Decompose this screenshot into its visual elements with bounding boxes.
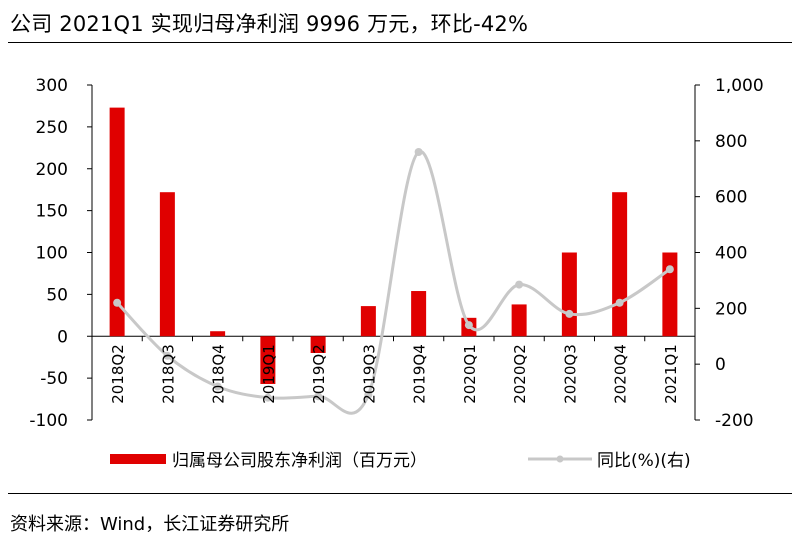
left-tick-label: 300 <box>36 76 68 96</box>
bar <box>210 331 226 337</box>
bar <box>360 306 376 337</box>
category-label: 2018Q3 <box>159 344 177 404</box>
legend-bar-label: 归属母公司股东净利润（百万元） <box>172 451 427 471</box>
left-tick-label: 150 <box>36 202 68 222</box>
left-tick-label: 50 <box>46 285 68 305</box>
yoy-point <box>414 148 423 156</box>
legend-bar-swatch <box>110 454 166 464</box>
category-label: 2020Q3 <box>561 344 579 404</box>
yoy-point <box>364 390 373 399</box>
category-label: 2018Q2 <box>109 344 127 404</box>
bar <box>511 304 527 337</box>
yoy-point <box>163 351 172 360</box>
category-label: 2019Q2 <box>310 344 328 404</box>
right-tick-label: 200 <box>715 299 747 319</box>
legend-line-label: 同比(%)(右) <box>597 451 691 471</box>
left-tick-label: -100 <box>29 411 68 431</box>
category-label: 2020Q4 <box>612 344 630 404</box>
right-tick-label: 1,000 <box>715 76 764 96</box>
yoy-point <box>515 280 524 289</box>
bar <box>260 336 276 384</box>
yoy-point <box>113 298 122 307</box>
right-tick-label: 0 <box>715 355 726 375</box>
yoy-point <box>213 382 222 391</box>
right-tick-label: 400 <box>715 244 747 264</box>
category-label: 2021Q1 <box>662 344 680 404</box>
right-tick-label: -200 <box>715 411 754 431</box>
yoy-point <box>615 298 624 307</box>
category-label: 2018Q4 <box>210 344 228 404</box>
category-label: 2019Q1 <box>260 344 278 404</box>
page-title: 公司 2021Q1 实现归母净利润 9996 万元，环比-42% <box>10 12 529 36</box>
category-label: 2019Q4 <box>411 344 429 404</box>
bar <box>662 252 678 337</box>
bar <box>612 192 628 337</box>
category-label: 2020Q1 <box>461 344 479 404</box>
left-tick-label: -50 <box>40 369 68 389</box>
left-tick-label: 200 <box>36 160 68 180</box>
yoy-point <box>565 309 574 318</box>
right-tick-label: 800 <box>715 132 747 152</box>
bar <box>159 192 175 337</box>
source-note: 资料来源：Wind，长江证券研究所 <box>10 514 290 535</box>
left-tick-label: 100 <box>36 244 68 264</box>
yoy-line <box>116 150 671 415</box>
yoy-point <box>665 265 674 274</box>
bar <box>310 336 326 353</box>
bar <box>411 291 427 337</box>
bottom-rule <box>8 493 792 494</box>
left-tick-label: 0 <box>57 327 68 347</box>
left-tick-label: 250 <box>36 118 68 138</box>
top-rule <box>8 42 792 43</box>
category-label: 2019Q3 <box>360 344 378 404</box>
category-label: 2020Q2 <box>511 344 529 404</box>
yoy-point <box>314 392 323 401</box>
bar <box>561 252 577 337</box>
yoy-point <box>464 321 473 330</box>
yoy-point <box>263 393 272 402</box>
bar <box>109 107 125 337</box>
legend-line-marker <box>556 455 564 463</box>
right-tick-label: 600 <box>715 188 747 208</box>
